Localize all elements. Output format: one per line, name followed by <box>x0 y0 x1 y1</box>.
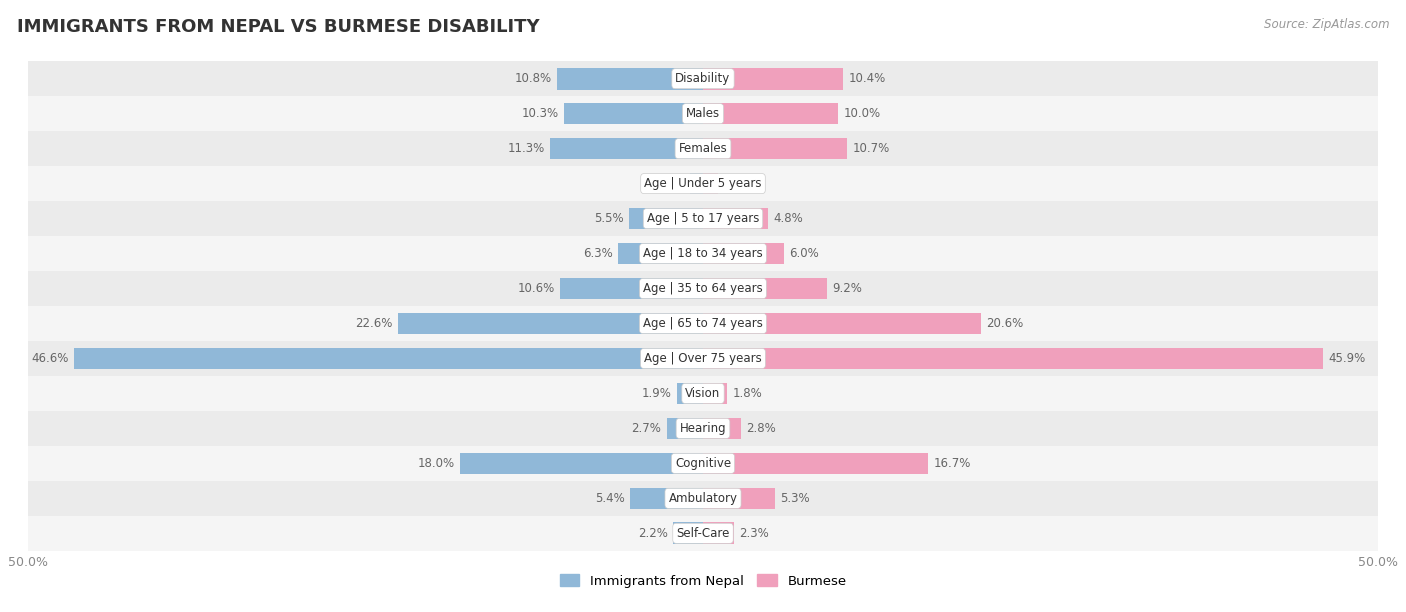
Bar <box>28 96 1378 131</box>
Bar <box>28 516 1378 551</box>
Text: Vision: Vision <box>685 387 721 400</box>
Bar <box>689 173 703 195</box>
Text: 6.0%: 6.0% <box>789 247 820 260</box>
Text: 46.6%: 46.6% <box>31 352 69 365</box>
Text: 1.1%: 1.1% <box>723 177 754 190</box>
Bar <box>398 313 703 334</box>
Text: 6.3%: 6.3% <box>583 247 613 260</box>
Bar <box>28 306 1378 341</box>
Text: 5.5%: 5.5% <box>593 212 623 225</box>
Text: Hearing: Hearing <box>679 422 727 435</box>
Text: 4.8%: 4.8% <box>773 212 803 225</box>
Text: 10.3%: 10.3% <box>522 107 558 120</box>
Bar <box>703 417 741 439</box>
Text: IMMIGRANTS FROM NEPAL VS BURMESE DISABILITY: IMMIGRANTS FROM NEPAL VS BURMESE DISABIL… <box>17 18 540 36</box>
Text: Ambulatory: Ambulatory <box>668 492 738 505</box>
Bar <box>666 417 703 439</box>
Text: 5.4%: 5.4% <box>595 492 624 505</box>
Text: 2.3%: 2.3% <box>740 527 769 540</box>
Bar <box>703 173 718 195</box>
Bar <box>703 243 785 264</box>
Text: 10.0%: 10.0% <box>844 107 880 120</box>
Bar <box>28 341 1378 376</box>
Bar <box>619 243 703 264</box>
Text: 5.3%: 5.3% <box>780 492 810 505</box>
Text: 1.0%: 1.0% <box>654 177 685 190</box>
Text: Age | 65 to 74 years: Age | 65 to 74 years <box>643 317 763 330</box>
Text: 22.6%: 22.6% <box>356 317 392 330</box>
Text: 10.4%: 10.4% <box>849 72 886 85</box>
Bar <box>703 523 734 544</box>
Text: 10.7%: 10.7% <box>853 142 890 155</box>
Bar <box>28 446 1378 481</box>
Text: 9.2%: 9.2% <box>832 282 862 295</box>
Text: 2.8%: 2.8% <box>747 422 776 435</box>
Text: Females: Females <box>679 142 727 155</box>
Text: 2.7%: 2.7% <box>631 422 661 435</box>
Text: 18.0%: 18.0% <box>418 457 454 470</box>
Bar <box>703 348 1323 369</box>
Text: Cognitive: Cognitive <box>675 457 731 470</box>
Text: Self-Care: Self-Care <box>676 527 730 540</box>
Bar <box>703 488 775 509</box>
Text: 11.3%: 11.3% <box>508 142 546 155</box>
Bar <box>28 131 1378 166</box>
Text: 16.7%: 16.7% <box>934 457 972 470</box>
Bar <box>28 166 1378 201</box>
Bar <box>28 376 1378 411</box>
Text: 2.2%: 2.2% <box>638 527 668 540</box>
Legend: Immigrants from Nepal, Burmese: Immigrants from Nepal, Burmese <box>554 569 852 593</box>
Text: Age | Under 5 years: Age | Under 5 years <box>644 177 762 190</box>
Bar <box>75 348 703 369</box>
Text: 45.9%: 45.9% <box>1327 352 1365 365</box>
Text: Age | 35 to 64 years: Age | 35 to 64 years <box>643 282 763 295</box>
Bar <box>703 382 727 405</box>
Bar <box>703 68 844 89</box>
Bar <box>678 382 703 405</box>
Text: Disability: Disability <box>675 72 731 85</box>
Bar <box>460 452 703 474</box>
Text: Age | Over 75 years: Age | Over 75 years <box>644 352 762 365</box>
Bar <box>551 138 703 160</box>
Bar <box>28 61 1378 96</box>
Bar <box>703 452 928 474</box>
Text: 1.9%: 1.9% <box>643 387 672 400</box>
Text: Source: ZipAtlas.com: Source: ZipAtlas.com <box>1264 18 1389 31</box>
Bar <box>28 481 1378 516</box>
Bar <box>28 271 1378 306</box>
Text: 20.6%: 20.6% <box>987 317 1024 330</box>
Bar <box>28 236 1378 271</box>
Bar <box>28 201 1378 236</box>
Bar <box>703 278 827 299</box>
Bar <box>703 138 848 160</box>
Text: Males: Males <box>686 107 720 120</box>
Text: 10.8%: 10.8% <box>515 72 551 85</box>
Bar <box>703 313 981 334</box>
Bar <box>673 523 703 544</box>
Bar <box>28 411 1378 446</box>
Bar <box>564 103 703 124</box>
Bar <box>560 278 703 299</box>
Bar <box>703 207 768 230</box>
Bar <box>628 207 703 230</box>
Text: Age | 18 to 34 years: Age | 18 to 34 years <box>643 247 763 260</box>
Text: 1.8%: 1.8% <box>733 387 762 400</box>
Bar <box>630 488 703 509</box>
Bar <box>703 103 838 124</box>
Bar <box>557 68 703 89</box>
Text: Age | 5 to 17 years: Age | 5 to 17 years <box>647 212 759 225</box>
Text: 10.6%: 10.6% <box>517 282 554 295</box>
